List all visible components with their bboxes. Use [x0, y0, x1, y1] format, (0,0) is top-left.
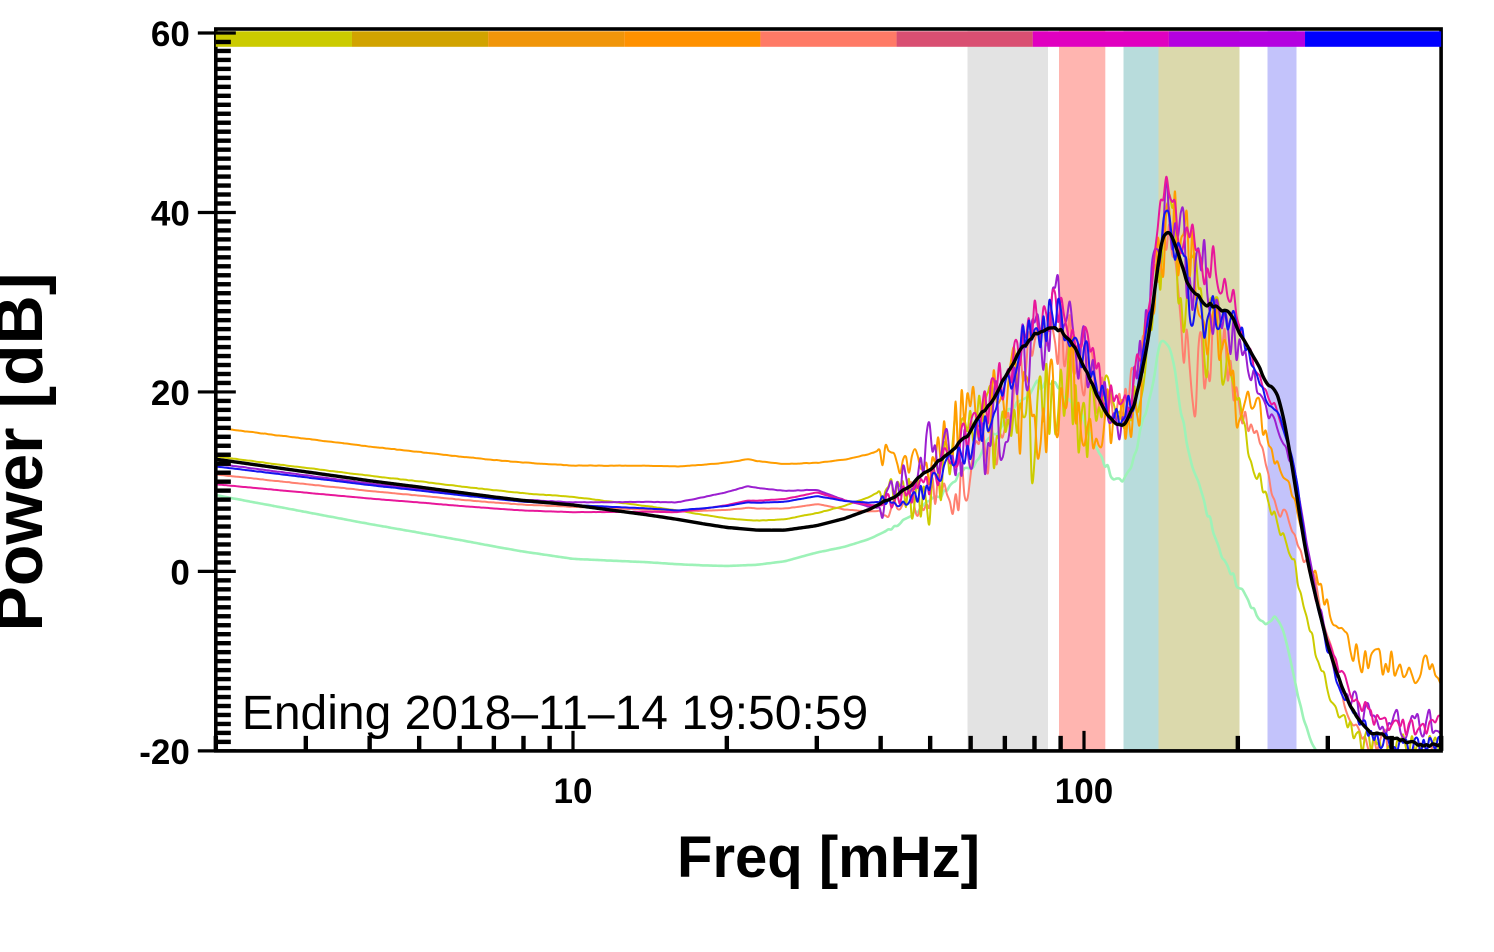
svg-text:10: 10: [554, 772, 593, 811]
svg-text:20: 20: [151, 374, 190, 413]
svg-text:Freq [mHz]: Freq [mHz]: [677, 825, 980, 890]
svg-text:Power [dB]: Power [dB]: [0, 273, 57, 632]
svg-text:100: 100: [1055, 772, 1113, 811]
svg-text:Ending 2018–11–14 19:50:59: Ending 2018–11–14 19:50:59: [242, 687, 868, 740]
svg-text:40: 40: [151, 195, 190, 234]
svg-text:-20: -20: [139, 733, 190, 772]
svg-text:60: 60: [151, 15, 190, 54]
svg-text:0: 0: [170, 553, 189, 592]
